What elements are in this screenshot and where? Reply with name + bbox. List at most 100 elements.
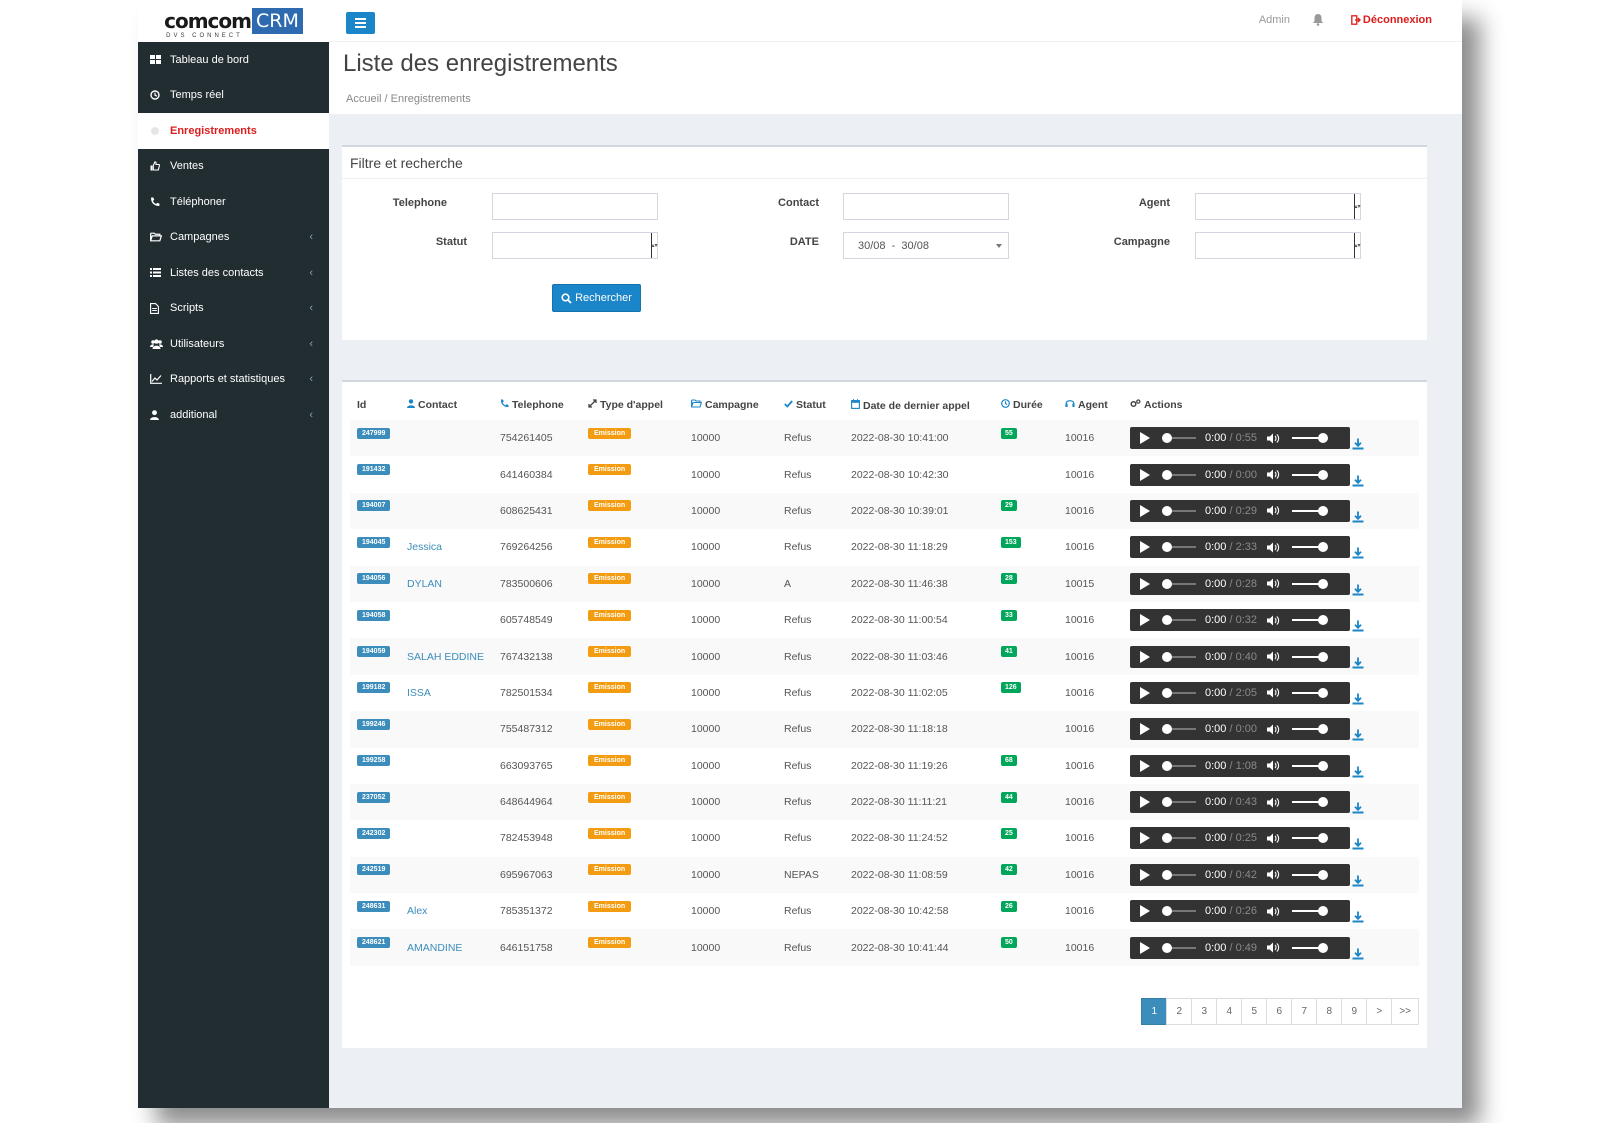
volume-slider[interactable] xyxy=(1292,687,1329,698)
volume-knob[interactable] xyxy=(1318,942,1329,953)
pagination-page-4-button[interactable]: 4 xyxy=(1216,998,1243,1025)
play-icon[interactable] xyxy=(1140,686,1150,699)
column-header-contact[interactable]: Contact xyxy=(407,390,500,420)
volume-knob[interactable] xyxy=(1318,578,1329,589)
download-icon[interactable] xyxy=(1352,584,1364,599)
sidebar-item-temps-reel[interactable]: Temps réel xyxy=(138,78,329,114)
download-icon[interactable] xyxy=(1352,875,1364,890)
volume-knob[interactable] xyxy=(1318,869,1329,880)
seek-knob[interactable] xyxy=(1162,578,1172,589)
seek-slider[interactable] xyxy=(1162,724,1196,735)
seek-slider[interactable] xyxy=(1162,542,1196,553)
column-header-campagne[interactable]: Campagne xyxy=(691,390,784,420)
seek-knob[interactable] xyxy=(1162,942,1172,953)
seek-knob[interactable] xyxy=(1162,542,1172,553)
seek-slider[interactable] xyxy=(1162,797,1196,808)
play-icon[interactable] xyxy=(1140,650,1150,663)
column-header-agent[interactable]: Agent xyxy=(1065,390,1130,420)
seek-slider[interactable] xyxy=(1162,687,1196,698)
column-header-type[interactable]: Type d'appel xyxy=(588,390,691,420)
seek-slider[interactable] xyxy=(1162,651,1196,662)
play-icon[interactable] xyxy=(1140,832,1150,845)
seek-slider[interactable] xyxy=(1162,869,1196,880)
volume-knob[interactable] xyxy=(1318,469,1329,480)
download-icon[interactable] xyxy=(1352,511,1364,526)
volume-icon[interactable] xyxy=(1267,869,1280,880)
statut-filter-select[interactable]: ▴▾ xyxy=(492,232,658,259)
seek-knob[interactable] xyxy=(1162,724,1172,735)
contact-link[interactable]: Alex xyxy=(407,905,428,918)
play-icon[interactable] xyxy=(1140,723,1150,736)
contact-filter-input[interactable] xyxy=(843,193,1009,220)
volume-icon[interactable] xyxy=(1267,542,1280,553)
sidebar-item-listes-des-contacts[interactable]: Listes des contacts ‹ xyxy=(138,255,329,291)
volume-slider[interactable] xyxy=(1292,651,1329,662)
seek-slider[interactable] xyxy=(1162,760,1196,771)
download-icon[interactable] xyxy=(1352,475,1364,490)
volume-knob[interactable] xyxy=(1318,724,1329,735)
seek-knob[interactable] xyxy=(1162,687,1172,698)
seek-knob[interactable] xyxy=(1162,833,1172,844)
seek-slider[interactable] xyxy=(1162,433,1196,444)
volume-slider[interactable] xyxy=(1292,942,1329,953)
volume-knob[interactable] xyxy=(1318,542,1329,553)
seek-slider[interactable] xyxy=(1162,469,1196,480)
contact-link[interactable]: SALAH EDDINE xyxy=(407,650,485,663)
search-button[interactable]: Rechercher xyxy=(552,284,641,312)
download-icon[interactable] xyxy=(1352,729,1364,744)
seek-knob[interactable] xyxy=(1162,760,1172,771)
telephone-filter-input[interactable] xyxy=(492,193,658,220)
volume-slider[interactable] xyxy=(1292,906,1329,917)
volume-icon[interactable] xyxy=(1267,651,1280,662)
volume-slider[interactable] xyxy=(1292,760,1329,771)
play-icon[interactable] xyxy=(1140,577,1150,590)
column-header-date[interactable]: Date de dernier appel xyxy=(851,390,1001,420)
volume-knob[interactable] xyxy=(1318,615,1329,626)
play-icon[interactable] xyxy=(1140,759,1150,772)
volume-slider[interactable] xyxy=(1292,833,1329,844)
volume-slider[interactable] xyxy=(1292,615,1329,626)
seek-slider[interactable] xyxy=(1162,942,1196,953)
volume-knob[interactable] xyxy=(1318,651,1329,662)
play-icon[interactable] xyxy=(1140,468,1150,481)
download-icon[interactable] xyxy=(1352,766,1364,781)
contact-link[interactable]: Jessica xyxy=(407,541,443,554)
pagination-next-page-button[interactable]: > xyxy=(1366,998,1393,1025)
play-icon[interactable] xyxy=(1140,432,1150,445)
volume-icon[interactable] xyxy=(1267,906,1280,917)
sidebar-item-enregistrements[interactable]: Enregistrements xyxy=(138,113,329,149)
sidebar-item-ventes[interactable]: Ventes xyxy=(138,149,329,185)
seek-knob[interactable] xyxy=(1162,651,1172,662)
seek-knob[interactable] xyxy=(1162,615,1172,626)
volume-slider[interactable] xyxy=(1292,797,1329,808)
sidebar-item-scripts[interactable]: Scripts ‹ xyxy=(138,291,329,327)
column-header-id[interactable]: Id xyxy=(350,390,407,420)
volume-icon[interactable] xyxy=(1267,724,1280,735)
volume-slider[interactable] xyxy=(1292,869,1329,880)
volume-icon[interactable] xyxy=(1267,760,1280,771)
logo[interactable]: comcom CRM DVS CONNECT xyxy=(138,0,329,42)
download-icon[interactable] xyxy=(1352,948,1364,963)
notifications-bell-icon[interactable] xyxy=(1312,13,1324,31)
play-icon[interactable] xyxy=(1140,504,1150,517)
seek-slider[interactable] xyxy=(1162,906,1196,917)
volume-icon[interactable] xyxy=(1267,433,1280,444)
sidebar-item-additional[interactable]: additional ‹ xyxy=(138,397,329,433)
download-icon[interactable] xyxy=(1352,838,1364,853)
logout-link[interactable]: Déconnexion xyxy=(1351,14,1432,26)
volume-icon[interactable] xyxy=(1267,615,1280,626)
volume-icon[interactable] xyxy=(1267,505,1280,516)
column-header-telephone[interactable]: Telephone xyxy=(500,390,588,420)
column-header-actions[interactable]: Actions xyxy=(1130,390,1419,420)
volume-knob[interactable] xyxy=(1318,760,1329,771)
campagne-filter-select[interactable]: ▴▾ xyxy=(1195,232,1361,259)
sidebar-item-tableau-de-bord[interactable]: Tableau de bord xyxy=(138,42,329,78)
download-icon[interactable] xyxy=(1352,657,1364,672)
pagination-last-page-button[interactable]: >> xyxy=(1391,998,1419,1025)
pagination-page-1-button[interactable]: 1 xyxy=(1141,998,1168,1025)
volume-icon[interactable] xyxy=(1267,687,1280,698)
seek-knob[interactable] xyxy=(1162,433,1172,444)
seek-knob[interactable] xyxy=(1162,469,1172,480)
volume-slider[interactable] xyxy=(1292,433,1329,444)
seek-slider[interactable] xyxy=(1162,505,1196,516)
